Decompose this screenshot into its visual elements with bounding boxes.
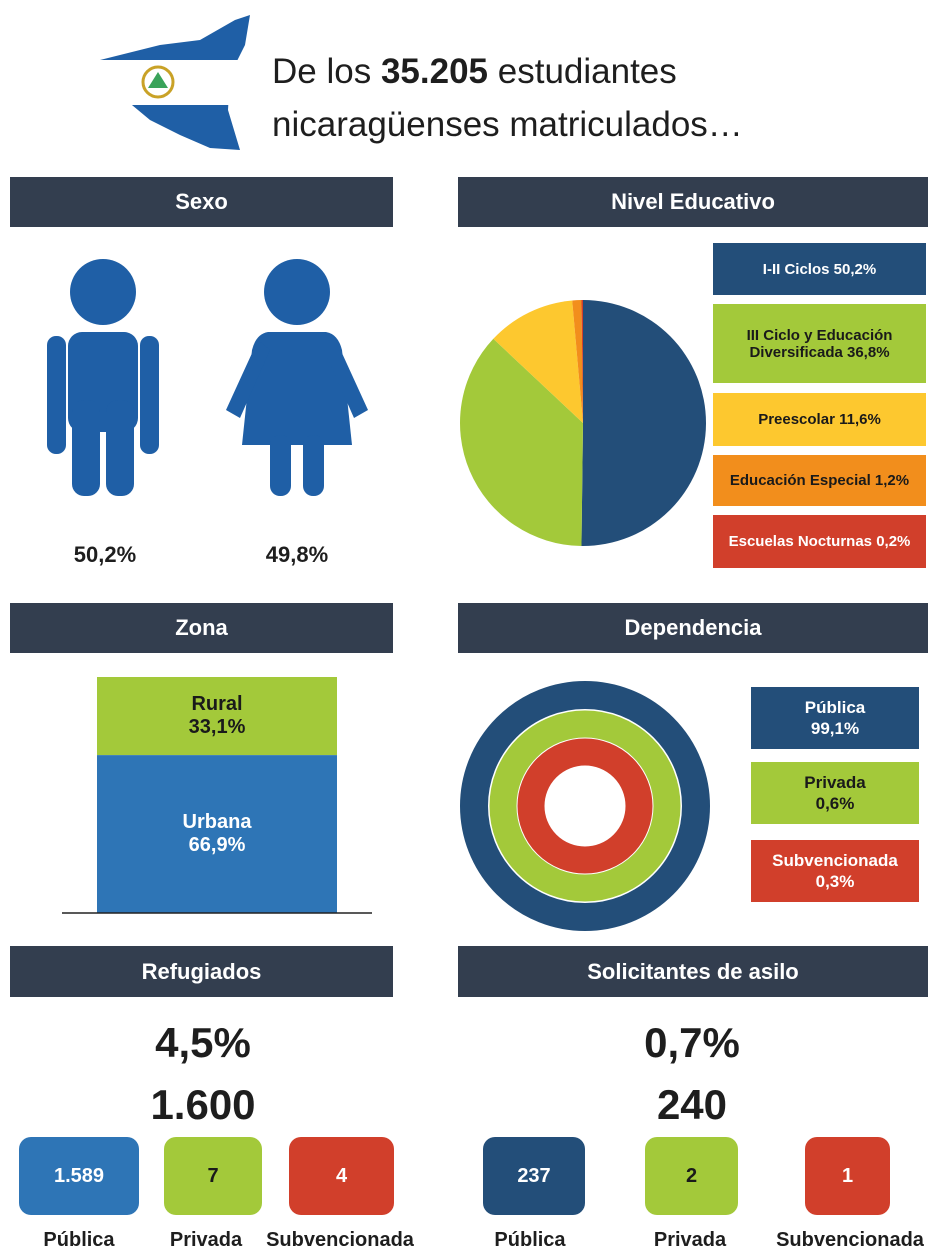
arm: [140, 336, 159, 454]
percent-label: 49,8%: [265, 542, 329, 567]
bar-segment: [97, 677, 337, 756]
pie-slice: [572, 300, 583, 423]
count-box: 1: [805, 1137, 890, 1215]
legend-text: Preescolar 11,6%: [758, 411, 881, 428]
legend-value: 0,2%: [876, 533, 911, 550]
legend-label: III Ciclo y Educación Diversificada: [746, 326, 893, 361]
section-header: Dependencia: [458, 603, 928, 653]
section-header: Refugiados: [10, 946, 393, 997]
leg: [72, 400, 100, 496]
bar-segment: [97, 755, 337, 913]
female-icon: [226, 259, 368, 496]
count-box: 2: [645, 1137, 738, 1215]
count-box: 4: [289, 1137, 394, 1215]
legend-value: 0,6%: [815, 794, 855, 813]
total: 240: [656, 1081, 728, 1128]
share: 0,7%: [644, 1019, 740, 1066]
pie-slice: [581, 300, 706, 546]
share: 4,5%: [155, 1019, 251, 1066]
percent-label: 50,2%: [73, 542, 137, 567]
section-header: Nivel Educativo: [458, 177, 928, 227]
legend-box: Educación Especial 1,2%: [713, 455, 926, 506]
legend-text: I-II Ciclos 50,2%: [763, 261, 876, 278]
count-box: 1.589: [19, 1137, 139, 1215]
segment-label: Rural 33,1%: [97, 677, 337, 755]
segment-label: Urbana 66,9%: [97, 755, 337, 913]
segment-value: 33,1%: [188, 716, 246, 739]
legend-box: Subvencionada 0,3%: [751, 840, 919, 902]
head: [264, 259, 330, 325]
male-icon: [47, 259, 159, 496]
legend-label: Escuelas Nocturnas: [728, 533, 873, 550]
head: [70, 259, 136, 325]
legend-value: 11,6%: [839, 411, 881, 428]
ring: [517, 738, 653, 874]
legend-value: 36,8%: [847, 343, 890, 361]
legend-label: Privada: [804, 773, 866, 792]
ring: [489, 710, 681, 902]
count-label: Pública: [43, 1228, 115, 1251]
section-header: Solicitantes de asilo: [458, 946, 928, 997]
pie-slice: [459, 338, 583, 546]
legend-value: 1,2%: [874, 472, 910, 489]
count-label: Pública: [494, 1228, 566, 1251]
count-box: 237: [483, 1137, 585, 1215]
legend-box: Privada 0,6%: [751, 762, 919, 824]
legend-box: III Ciclo y Educación Diversificada 36,8…: [713, 304, 926, 383]
ring: [460, 681, 710, 931]
arm: [324, 340, 368, 418]
arm: [47, 336, 66, 454]
segment-category: Rural: [191, 693, 243, 716]
total: 1.600: [150, 1081, 256, 1128]
title-line1: De los 35.205 estudiantes: [272, 52, 677, 91]
legend-label: Preescolar: [758, 411, 835, 428]
leg: [106, 400, 134, 496]
count-label: Subvencionada: [776, 1228, 924, 1251]
legend-value: 50,2%: [833, 260, 877, 278]
legend-label: Pública: [804, 698, 866, 717]
dress: [242, 332, 352, 445]
section-header: Zona: [10, 603, 393, 653]
pie-slice: [493, 300, 583, 423]
legend-value: 0,3%: [815, 872, 855, 891]
segment-category: Urbana: [182, 811, 252, 834]
legend-box: Preescolar 11,6%: [713, 393, 926, 446]
count-box: 7: [164, 1137, 262, 1215]
count-label: Privada: [653, 1228, 727, 1251]
legend-text: Escuelas Nocturnas 0,2%: [729, 533, 911, 550]
leg: [270, 435, 291, 496]
legend-text: III Ciclo y Educación Diversificada 36,8…: [717, 327, 922, 361]
legend-label: Educación Especial: [729, 472, 871, 489]
count-label: Subvencionada: [266, 1228, 414, 1251]
pie-slice: [581, 300, 583, 423]
arm: [226, 340, 270, 418]
legend-label: Subvencionada: [772, 851, 898, 870]
count-label: Privada: [169, 1228, 243, 1251]
legend-box: Pública 99,1%: [751, 687, 919, 749]
map-flag: [95, 15, 250, 150]
legend-label: I-II Ciclos: [762, 260, 830, 278]
leg: [303, 435, 324, 496]
legend-value: 99,1%: [810, 719, 860, 738]
legend-text: Educación Especial 1,2%: [730, 472, 909, 489]
legend-box: I-II Ciclos 50,2%: [713, 243, 926, 295]
section-header: Sexo: [10, 177, 393, 227]
title-line2: nicaragüenses matriculados…: [272, 105, 743, 144]
legend-box: Escuelas Nocturnas 0,2%: [713, 515, 926, 568]
segment-value: 66,9%: [188, 834, 246, 857]
